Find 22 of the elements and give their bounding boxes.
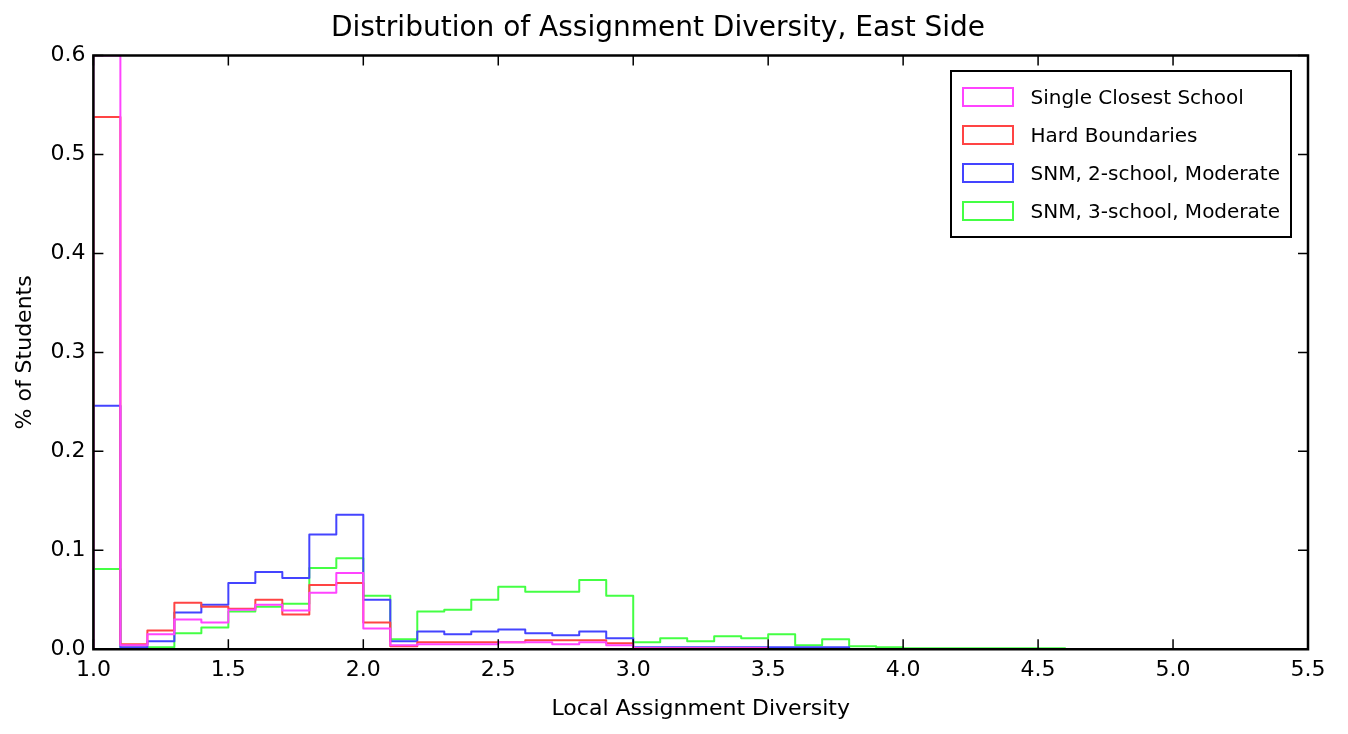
legend-label: SNM, 3-school, Moderate (1030, 199, 1280, 223)
y-axis-title: % of Students (10, 275, 36, 430)
x-tick-label: 5.0 (1155, 656, 1191, 682)
y-tick-label: 0.4 (50, 239, 86, 265)
y-tick-label: 0.5 (50, 140, 86, 166)
x-tick-label: 3.5 (750, 656, 786, 682)
x-tick-label: 2.5 (480, 656, 516, 682)
x-tick-label: 5.5 (1290, 656, 1326, 682)
y-tick-label: 0.3 (50, 338, 86, 364)
legend-label: Single Closest School (1030, 85, 1244, 109)
x-axis-title: Local Assignment Diversity (551, 694, 850, 720)
x-tick-label: 4.0 (885, 656, 921, 682)
legend-label: Hard Boundaries (1030, 123, 1198, 147)
x-tick-label: 3.0 (615, 656, 651, 682)
legend-label: SNM, 2-school, Moderate (1030, 161, 1280, 185)
y-tick-label: 0.6 (50, 41, 86, 67)
x-tick-label: 2.0 (345, 656, 381, 682)
y-tick-label: 0.1 (50, 535, 86, 561)
x-tick-label: 4.5 (1020, 656, 1056, 682)
chart-title: Distribution of Assignment Diversity, East Side (330, 10, 986, 44)
x-tick-label: 1.5 (210, 656, 246, 682)
y-tick-label: 0.2 (50, 437, 86, 463)
